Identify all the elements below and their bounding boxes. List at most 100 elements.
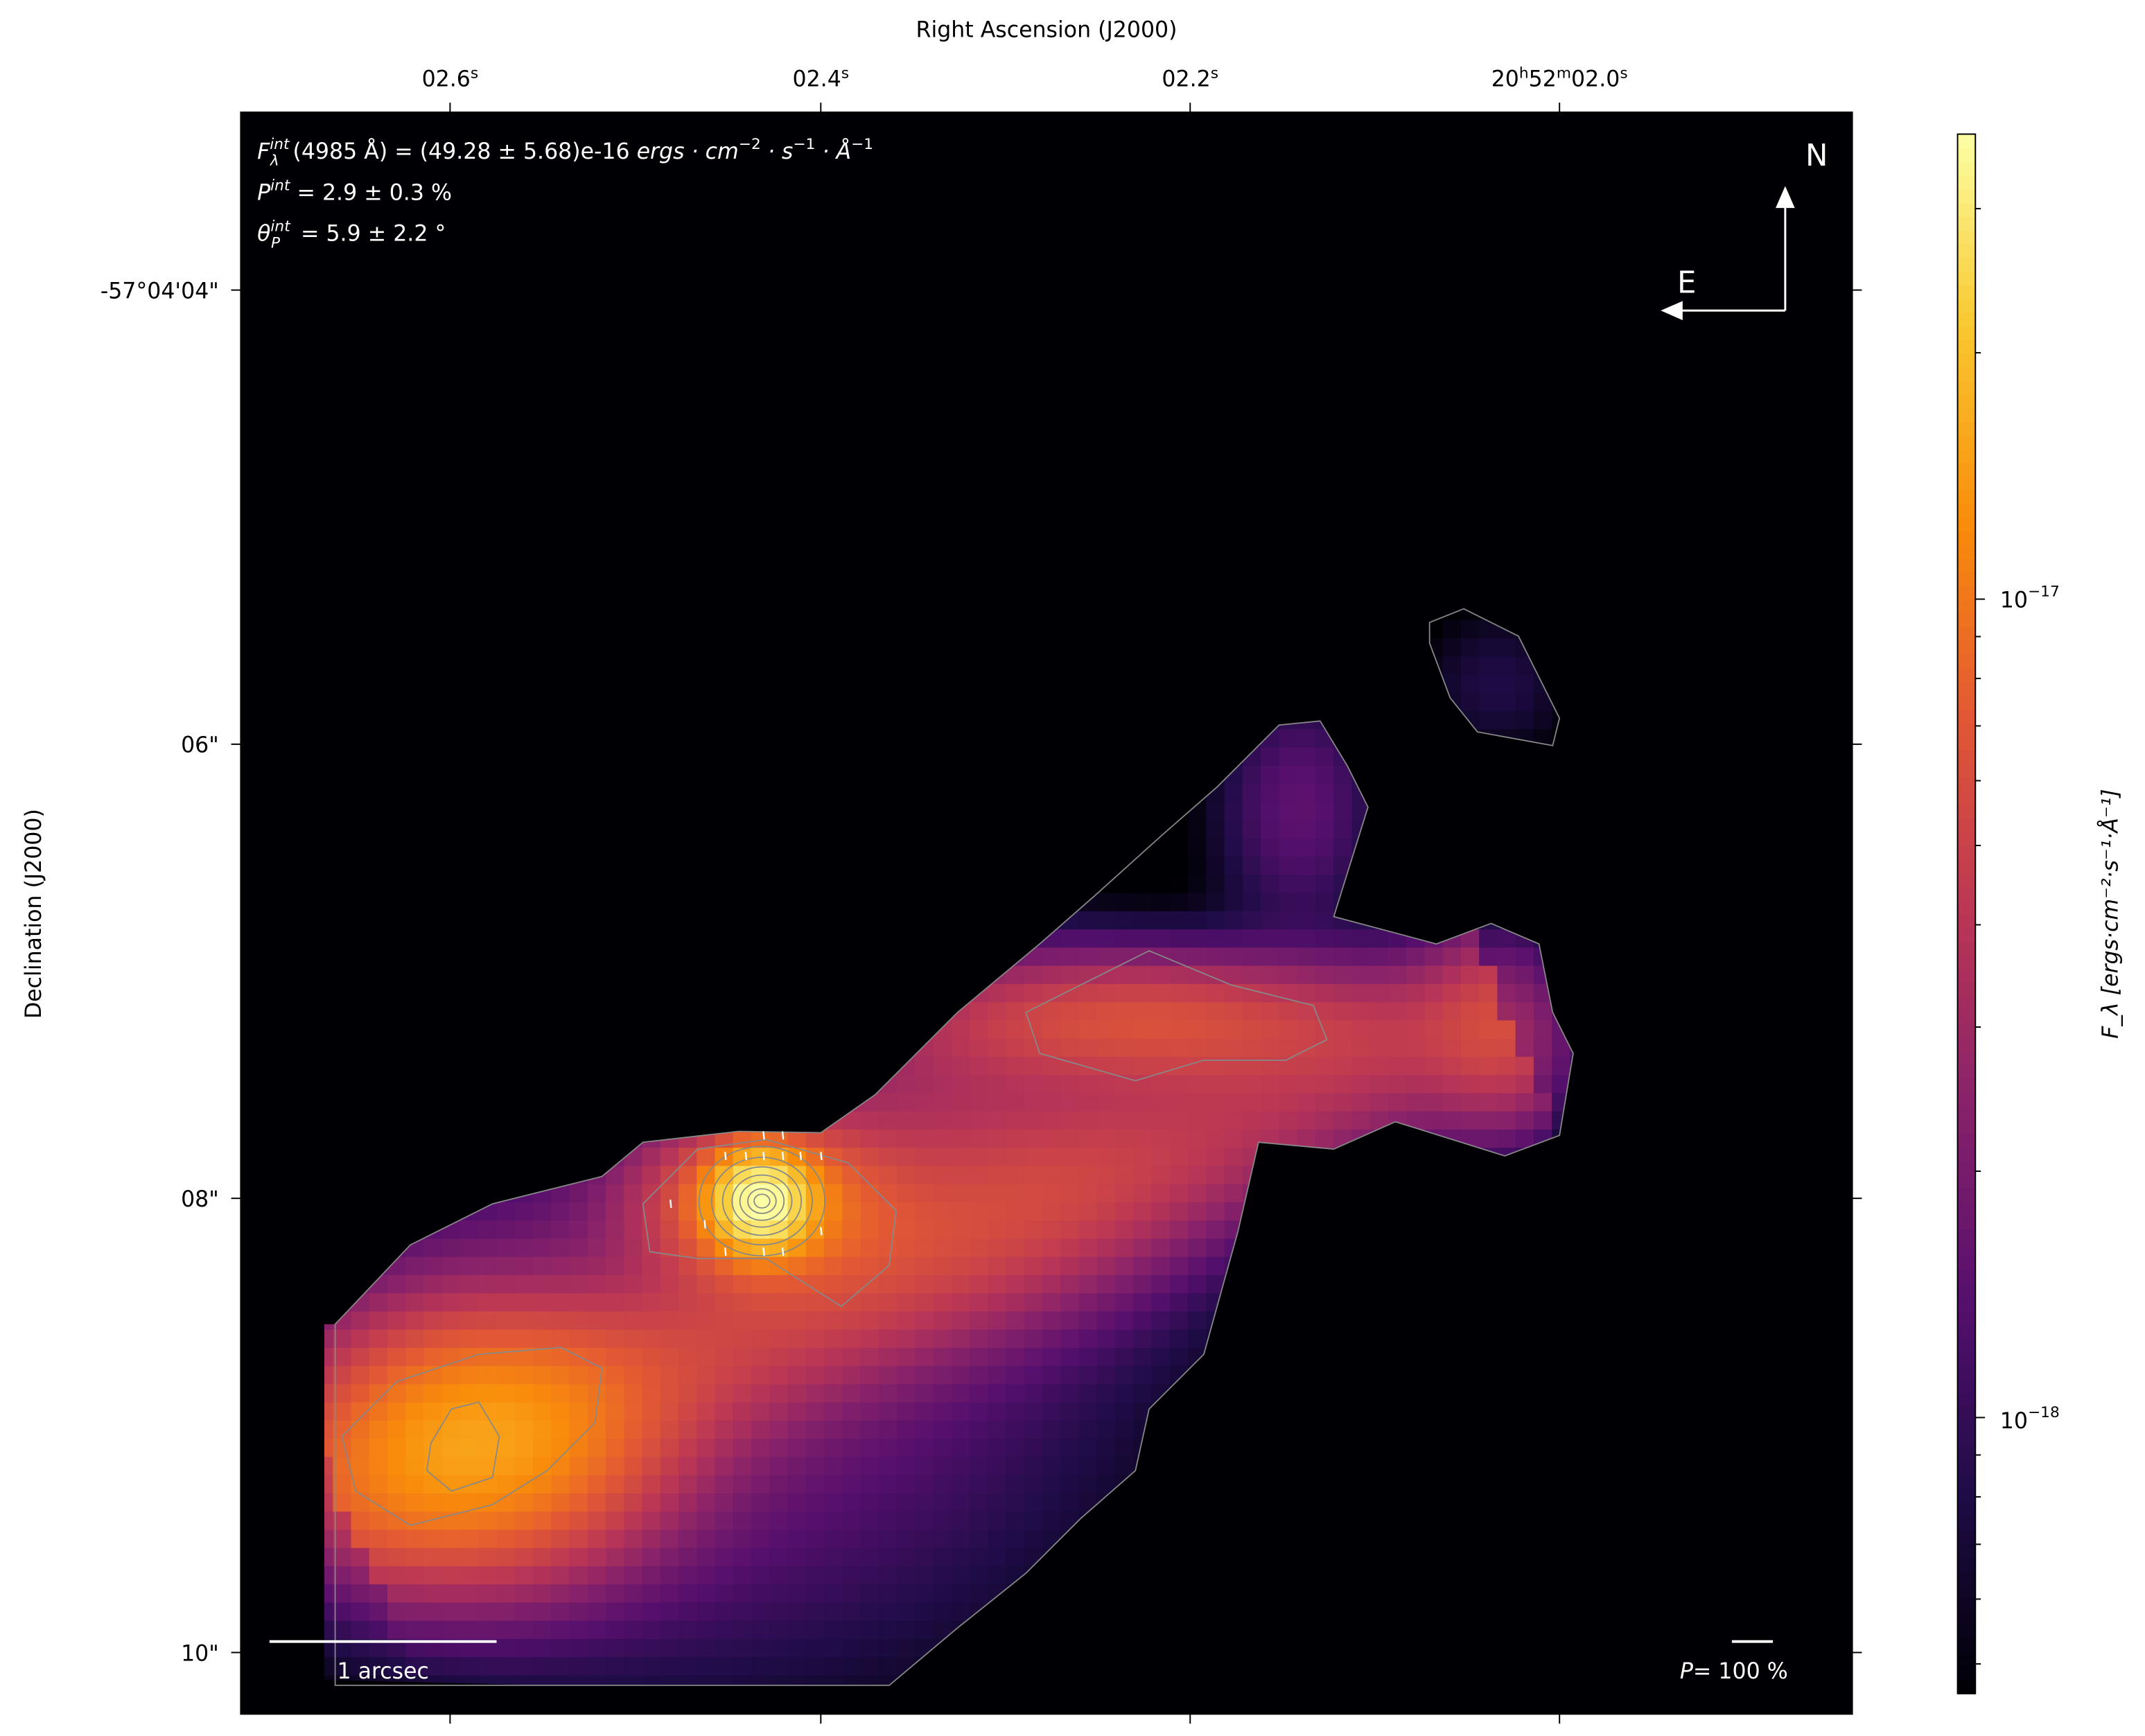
- map-pixel: [970, 1566, 989, 1586]
- map-pixel: [1515, 947, 1535, 967]
- map-pixel: [351, 1511, 370, 1531]
- map-pixel: [915, 1511, 934, 1531]
- map-pixel: [606, 1220, 625, 1240]
- map-pixel: [1387, 983, 1408, 1003]
- map-pixel: [1224, 1202, 1244, 1222]
- map-pixel: [1133, 911, 1153, 931]
- map-pixel: [1188, 1238, 1207, 1258]
- map-pixel: [697, 1457, 716, 1476]
- map-pixel: [533, 1311, 552, 1331]
- y-axis-label: Declination (J2000): [21, 809, 46, 1019]
- map-pixel: [1261, 802, 1280, 821]
- colorbar-segment: [1957, 1051, 1976, 1065]
- map-pixel: [405, 1566, 425, 1586]
- map-pixel: [1351, 965, 1371, 985]
- map-pixel: [988, 1184, 1007, 1204]
- map-pixel: [1333, 802, 1353, 821]
- map-pixel: [1224, 893, 1244, 913]
- map-pixel: [1315, 838, 1335, 858]
- map-pixel: [951, 1347, 971, 1367]
- map-pixel: [1078, 1002, 1098, 1022]
- map-pixel: [897, 1256, 916, 1277]
- map-pixel: [460, 1584, 480, 1604]
- map-pixel: [551, 1311, 570, 1331]
- map-pixel: [514, 1238, 534, 1258]
- map-pixel: [915, 1493, 934, 1513]
- map-pixel: [1078, 1366, 1098, 1385]
- map-pixel: [496, 1439, 516, 1458]
- map-pixel: [1006, 1293, 1026, 1313]
- map-pixel: [1387, 1002, 1408, 1022]
- colorbar-segment: [1957, 1324, 1976, 1339]
- map-pixel: [1115, 1274, 1135, 1295]
- map-pixel: [1315, 1056, 1335, 1076]
- map-pixel: [751, 1274, 771, 1295]
- map-pixel: [460, 1566, 480, 1586]
- map-pixel: [1115, 965, 1135, 985]
- map-pixel: [1133, 1293, 1153, 1313]
- map-pixel: [878, 1311, 898, 1331]
- map-pixel: [496, 1638, 516, 1658]
- map-pixel: [1060, 1402, 1080, 1422]
- map-pixel: [478, 1439, 498, 1458]
- map-pixel: [387, 1602, 407, 1622]
- contour-level: [1025, 949, 1328, 1082]
- colorbar-segment: [1957, 913, 1976, 929]
- map-pixel: [897, 1602, 916, 1622]
- colorbar-segment: [1957, 175, 1976, 190]
- map-pixel: [624, 1657, 643, 1676]
- map-pixel: [1096, 929, 1117, 949]
- map-pixel: [333, 1602, 352, 1622]
- map-pixel: [715, 1493, 734, 1513]
- map-pixel: [369, 1475, 389, 1495]
- map-pixel: [951, 1075, 971, 1094]
- colorbar-segment: [1957, 530, 1976, 545]
- map-pixel: [514, 1675, 534, 1685]
- map-pixel: [405, 1420, 425, 1440]
- colorbar-segment: [1957, 1351, 1976, 1366]
- map-pixel: [478, 1311, 498, 1331]
- map-pixel: [660, 1256, 680, 1277]
- map-pixel: [1151, 893, 1171, 913]
- map-pixel: [897, 1148, 916, 1167]
- map-pixel: [988, 1439, 1007, 1458]
- map-pixel: [1224, 929, 1244, 949]
- compass: N E: [1661, 139, 1828, 320]
- map-pixel: [460, 1420, 480, 1440]
- map-pixel: [1333, 1111, 1353, 1131]
- map-pixel: [1387, 965, 1408, 985]
- map-pixel: [787, 1347, 807, 1367]
- map-pixel: [933, 1256, 952, 1277]
- polarization-vector: [669, 1200, 672, 1209]
- map-pixel: [1024, 1457, 1044, 1476]
- map-pixel: [933, 1347, 952, 1367]
- map-pixel: [678, 1184, 698, 1204]
- map-pixel: [533, 1657, 552, 1676]
- map-pixel: [970, 1093, 989, 1112]
- map-pixel: [569, 1475, 588, 1495]
- map-pixel: [569, 1439, 588, 1458]
- map-pixel: [860, 1184, 879, 1204]
- map-pixel: [1060, 1238, 1080, 1258]
- contour-level: [753, 1193, 771, 1209]
- map-pixel: [1188, 947, 1207, 967]
- map-pixel: [387, 1402, 407, 1422]
- colorbar-segment: [1957, 1584, 1976, 1599]
- map-pixel: [660, 1402, 680, 1422]
- colorbar-segment: [1957, 1214, 1976, 1229]
- contour-level: [747, 1188, 777, 1214]
- map-pixel: [678, 1548, 698, 1568]
- map-pixel: [1042, 1220, 1062, 1240]
- map-pixel: [915, 1111, 934, 1131]
- map-pixel: [1261, 784, 1280, 803]
- map-pixel: [1078, 965, 1098, 985]
- map-pixel: [387, 1493, 407, 1513]
- map-pixel: [1497, 674, 1516, 694]
- colorbar-segment: [1957, 1433, 1976, 1448]
- map-pixel: [1024, 1274, 1044, 1295]
- colorbar-segment: [1957, 544, 1976, 559]
- colorbar-segment: [1957, 462, 1976, 477]
- map-pixel: [970, 1439, 989, 1458]
- map-pixel: [915, 1148, 934, 1167]
- map-pixel: [897, 1238, 916, 1258]
